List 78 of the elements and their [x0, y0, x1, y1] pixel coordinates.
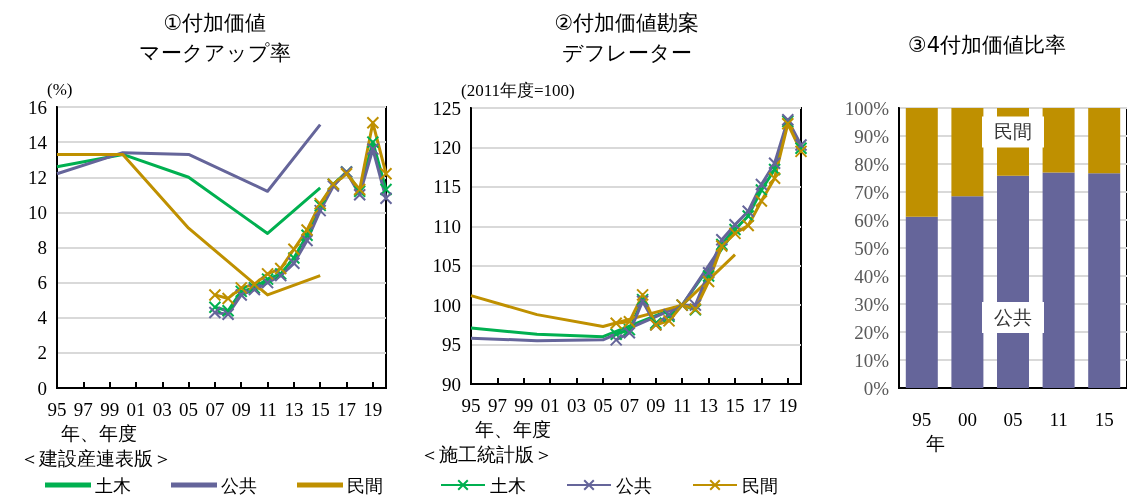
x-tick-label: 05: [1003, 409, 1023, 430]
y-tick-label: 12: [28, 166, 47, 188]
y-tick-label: 70%: [854, 181, 890, 203]
legend-title: ＜施工統計版＞: [420, 442, 553, 465]
x-axis-title: 年、年度: [61, 421, 137, 444]
legend-label: 土木: [95, 474, 131, 496]
x-tick-label: 19: [363, 399, 383, 420]
y-tick-label: 10%: [854, 349, 890, 371]
x-tick-label: 01: [126, 399, 146, 420]
chart-subtitle: デフレーター: [562, 41, 692, 65]
y-tick-label: 30%: [854, 293, 890, 315]
x-tick-label: 07: [619, 395, 639, 416]
x-tick-label: 95: [912, 409, 932, 430]
x-axis-title: 年: [925, 431, 945, 454]
legend-label: 公共: [616, 474, 652, 496]
y-tick-label: 10: [28, 201, 47, 223]
y-tick-label: 20%: [854, 321, 890, 343]
chart-title: ②付加価値勘案: [554, 11, 700, 35]
y-tick-label: 90%: [854, 125, 890, 147]
y-tick-label: 115: [433, 176, 461, 198]
x-tick-label: 11: [258, 399, 277, 420]
legend-label: 民間: [742, 474, 778, 496]
y-tick-label: 90: [442, 373, 461, 395]
y-tick-label: 4: [37, 307, 48, 329]
x-tick-label: 03: [567, 395, 587, 416]
x-tick-label: 09: [231, 399, 251, 420]
y-axis-title: (%): [47, 79, 73, 99]
x-axis-title: 年、年度: [475, 417, 551, 440]
y-tick-label: 8: [37, 237, 47, 258]
x-tick-label: 00: [957, 409, 977, 430]
y-tick-label: 80%: [854, 153, 890, 175]
x-tick-label: 17: [751, 395, 771, 416]
x-tick-label: 07: [205, 399, 225, 420]
x-tick-label: 13: [284, 399, 304, 420]
x-tick-label: 15: [725, 395, 745, 416]
x-tick-label: 95: [461, 395, 481, 416]
x-tick-label: 11: [1049, 409, 1068, 430]
x-tick-label: 05: [593, 395, 613, 416]
y-tick-label: 100%: [844, 97, 890, 119]
x-tick-label: 01: [540, 395, 560, 416]
y-tick-label: 95: [442, 334, 461, 356]
y-tick-label: 105: [432, 255, 461, 277]
series-label: 民間: [994, 121, 1032, 143]
y-tick-label: 125: [432, 97, 461, 119]
chart-subtitle: マークアップ率: [139, 41, 291, 65]
x-tick-label: 97: [73, 399, 93, 420]
x-tick-label: 97: [487, 395, 507, 416]
series-label: 公共: [994, 307, 1032, 328]
x-tick-label: 11: [673, 395, 692, 416]
y-tick-label: 40%: [854, 265, 890, 287]
y-tick-label: 0%: [863, 377, 890, 399]
y-tick-label: 100: [432, 294, 461, 316]
legend-label: 土木: [490, 474, 526, 496]
x-tick-label: 03: [152, 399, 172, 420]
y-tick-label: 120: [432, 136, 461, 158]
legend-label: 公共: [221, 474, 257, 496]
legend-label: 民間: [347, 474, 383, 496]
y-tick-label: 60%: [854, 209, 890, 231]
chart-title: ③4付加価値比率: [907, 33, 1067, 57]
x-tick-label: 15: [310, 399, 330, 420]
y-tick-label: 6: [37, 272, 47, 294]
x-tick-label: 15: [1094, 409, 1114, 430]
y-tick-label: 16: [28, 96, 47, 118]
x-tick-label: 17: [337, 399, 357, 420]
y-axis-title: (2011年度=100): [461, 80, 575, 100]
x-tick-label: 99: [100, 399, 120, 420]
y-tick-label: 14: [28, 131, 48, 153]
y-tick-label: 110: [433, 215, 461, 237]
x-tick-label: 13: [699, 395, 719, 416]
x-tick-label: 09: [646, 395, 666, 416]
y-tick-label: 0: [37, 377, 47, 399]
x-tick-label: 05: [179, 399, 199, 420]
y-tick-label: 50%: [854, 237, 890, 259]
x-tick-label: 99: [514, 395, 534, 416]
legend-title: ＜建設産連表版＞: [20, 446, 172, 469]
y-tick-label: 2: [37, 342, 47, 364]
x-tick-label: 19: [778, 395, 798, 416]
chart-title: ①付加価値: [163, 11, 267, 35]
